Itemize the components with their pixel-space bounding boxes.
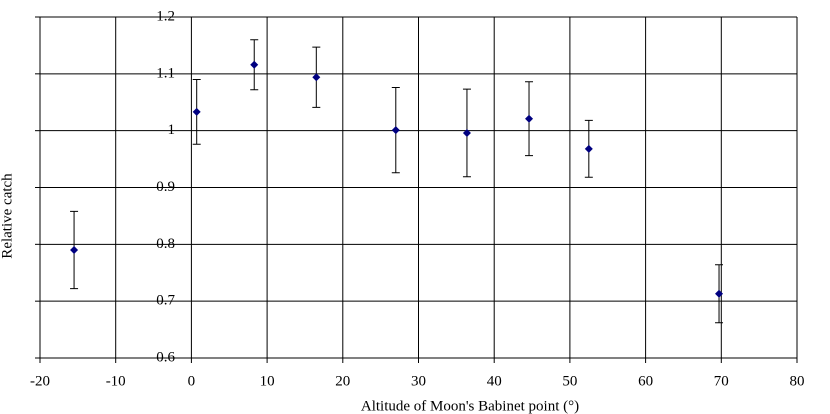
x-tick-label: 70 <box>714 373 729 389</box>
x-tick-label: -20 <box>30 373 50 389</box>
y-tick-label: 0.8 <box>156 236 175 252</box>
marker <box>192 107 201 116</box>
marker <box>391 126 400 135</box>
x-tick-label: 0 <box>188 373 196 389</box>
x-tick-label: 60 <box>638 373 653 389</box>
x-axis-title: Altitude of Moon's Babinet point (°) <box>361 398 579 414</box>
y-tick-label: 1.1 <box>156 65 175 81</box>
y-axis-title: Relative catch <box>0 173 15 259</box>
y-tick-label: 0.9 <box>156 179 175 195</box>
y-tick-label: 0.7 <box>156 293 175 309</box>
x-tick-label: 40 <box>487 373 502 389</box>
x-tick-label: 80 <box>790 373 805 389</box>
x-tick-label: 20 <box>335 373 350 389</box>
x-tick-label: 50 <box>562 373 577 389</box>
marker <box>462 128 471 137</box>
x-tick-label: 30 <box>411 373 426 389</box>
marker <box>312 73 321 82</box>
y-tick-label: 1 <box>168 122 176 138</box>
marker <box>525 114 534 123</box>
y-tick-label: 0.6 <box>156 349 175 365</box>
marker <box>584 144 593 153</box>
marker <box>250 60 259 69</box>
x-tick-label: 10 <box>260 373 275 389</box>
y-tick-label: 1.2 <box>156 8 175 24</box>
marker <box>70 246 79 255</box>
marker <box>715 289 724 298</box>
x-tick-label: -10 <box>106 373 126 389</box>
